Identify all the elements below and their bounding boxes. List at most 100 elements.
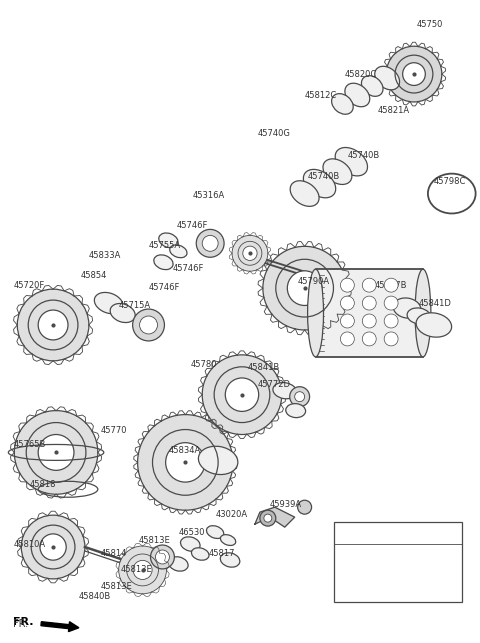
Ellipse shape (381, 567, 404, 584)
Circle shape (225, 378, 259, 412)
Bar (335, 522, 462, 602)
Text: 45820C: 45820C (344, 69, 377, 78)
Text: 45316A: 45316A (192, 191, 225, 200)
Text: 45841B: 45841B (248, 363, 280, 372)
Circle shape (17, 289, 89, 361)
Ellipse shape (308, 269, 324, 357)
Ellipse shape (415, 269, 431, 357)
Circle shape (202, 235, 218, 251)
Ellipse shape (345, 83, 370, 107)
Circle shape (166, 442, 205, 482)
Circle shape (362, 296, 376, 310)
Ellipse shape (416, 312, 452, 337)
Ellipse shape (170, 245, 187, 258)
Ellipse shape (332, 94, 353, 114)
Circle shape (140, 316, 157, 334)
Text: 45765B: 45765B (13, 440, 46, 449)
Ellipse shape (220, 534, 236, 545)
Circle shape (138, 415, 233, 510)
Circle shape (243, 246, 257, 260)
Text: FR.: FR. (13, 617, 34, 627)
Circle shape (14, 411, 98, 494)
Text: 45812C: 45812C (305, 91, 337, 100)
Circle shape (384, 314, 398, 328)
Circle shape (362, 278, 376, 292)
Text: 45772D: 45772D (258, 380, 291, 389)
Ellipse shape (168, 557, 188, 571)
Text: 45939A: 45939A (270, 500, 302, 509)
Text: 43020A: 43020A (215, 510, 247, 519)
Circle shape (21, 515, 85, 579)
Circle shape (40, 534, 66, 560)
Ellipse shape (159, 233, 178, 248)
Text: 45841D: 45841D (419, 298, 452, 307)
Text: 45813E: 45813E (101, 583, 132, 592)
Ellipse shape (361, 561, 392, 583)
Text: 45740B: 45740B (348, 151, 380, 160)
Ellipse shape (154, 255, 173, 269)
Text: 45790A: 45790A (298, 276, 330, 285)
Circle shape (384, 332, 398, 346)
Text: 45813E: 45813E (139, 536, 170, 545)
Text: 45746F: 45746F (172, 264, 204, 273)
Text: 45715A: 45715A (119, 300, 151, 309)
Ellipse shape (180, 537, 200, 551)
Circle shape (340, 314, 354, 328)
Ellipse shape (303, 169, 336, 198)
Text: 46530: 46530 (179, 528, 205, 537)
Text: 45818: 45818 (29, 480, 56, 489)
Ellipse shape (273, 383, 297, 399)
Text: 45780: 45780 (190, 360, 217, 369)
Circle shape (340, 296, 354, 310)
Text: 45740B: 45740B (308, 172, 340, 181)
Circle shape (38, 435, 74, 470)
Text: 45821A: 45821A (377, 106, 409, 115)
Text: 45840B: 45840B (79, 592, 111, 601)
Text: 45798C: 45798C (434, 177, 466, 186)
Ellipse shape (110, 303, 135, 323)
Circle shape (260, 510, 276, 526)
Circle shape (156, 550, 169, 564)
Ellipse shape (192, 548, 209, 560)
Circle shape (119, 546, 167, 594)
Ellipse shape (290, 181, 319, 206)
Ellipse shape (393, 298, 421, 318)
Text: 45770: 45770 (101, 426, 127, 435)
Circle shape (151, 545, 174, 569)
Text: 45778: 45778 (357, 556, 384, 565)
Circle shape (288, 271, 322, 305)
Text: 45837B: 45837B (374, 280, 407, 289)
Circle shape (196, 230, 224, 257)
Text: FR.: FR. (13, 619, 28, 629)
Circle shape (384, 296, 398, 310)
Ellipse shape (361, 76, 383, 96)
Text: 45746F: 45746F (148, 283, 180, 292)
Ellipse shape (95, 293, 123, 314)
Text: 45750: 45750 (417, 20, 444, 29)
Text: 45834A: 45834A (168, 446, 201, 455)
Circle shape (403, 63, 425, 86)
Circle shape (264, 514, 272, 522)
Ellipse shape (286, 404, 306, 417)
Circle shape (295, 392, 305, 402)
Circle shape (298, 500, 312, 514)
Text: 45746F: 45746F (176, 221, 208, 230)
Ellipse shape (198, 446, 238, 475)
Circle shape (202, 355, 282, 435)
Text: 45810A: 45810A (13, 539, 46, 548)
Circle shape (340, 278, 354, 292)
Text: 45817: 45817 (208, 550, 235, 559)
Text: 45833A: 45833A (89, 251, 121, 260)
Circle shape (386, 46, 442, 102)
Text: 45854: 45854 (81, 271, 108, 280)
Ellipse shape (206, 526, 224, 538)
Circle shape (362, 332, 376, 346)
Circle shape (384, 278, 398, 292)
Text: 45740G: 45740G (258, 129, 291, 138)
FancyArrow shape (41, 622, 79, 631)
Circle shape (362, 314, 376, 328)
Circle shape (290, 386, 310, 406)
Circle shape (132, 309, 165, 341)
Ellipse shape (220, 553, 240, 567)
Text: 45814: 45814 (101, 550, 127, 559)
